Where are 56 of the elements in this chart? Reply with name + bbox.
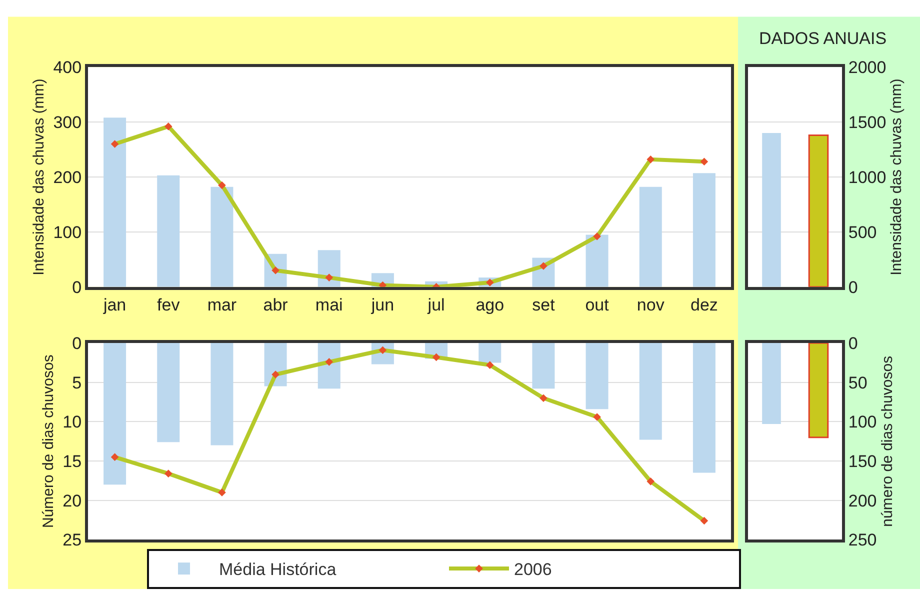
y-tick-label: 150 (848, 452, 877, 471)
chart-title: DADOS ANUAIS (759, 29, 887, 48)
x-tick-label: abr (263, 295, 288, 314)
bar (532, 343, 555, 389)
y-tick-label: 500 (848, 222, 877, 242)
y-tick-label: 250 (848, 530, 877, 550)
y-tick-label: 100 (848, 412, 877, 432)
bar (104, 118, 126, 287)
x-tick-label: jul (426, 295, 445, 314)
y-tick-label: 10 (62, 412, 82, 432)
x-tick-label: mai (315, 295, 343, 314)
bar (692, 173, 716, 287)
bar (586, 234, 608, 287)
y-tick-label: 200 (53, 168, 82, 187)
y-tick-label: 1000 (848, 168, 886, 187)
legend-label: 2006 (514, 560, 552, 580)
y-tick-label: 2000 (848, 58, 886, 78)
bar (692, 343, 716, 473)
x-tick-label: jun (370, 295, 394, 314)
y-tick-label: 200 (848, 491, 877, 510)
y-axis-title: Número de dias chuvosos (40, 354, 57, 528)
bar (210, 343, 234, 446)
x-tick-label: dez (690, 295, 718, 314)
bar (104, 343, 126, 485)
y-axis-title: Intensidade das chuvas (mm) (888, 78, 906, 276)
bar (210, 186, 234, 287)
y-tick-label: 1500 (848, 112, 886, 132)
bar (639, 186, 662, 287)
y-tick-label: 50 (848, 373, 868, 392)
bar (157, 343, 180, 442)
y-tick-label: 0 (848, 278, 858, 297)
bar (639, 343, 662, 440)
y-axis-title: Intensidade das chuvas (mm) (30, 78, 48, 276)
y-axis-title: número de dias chuvosos (878, 356, 896, 527)
x-tick-label: nov (636, 295, 665, 314)
x-tick-label: fev (157, 295, 180, 314)
y-tick-label: 400 (53, 58, 82, 78)
bar (318, 343, 340, 389)
y-tick-label: 300 (53, 112, 82, 132)
y-tick-label: 0 (72, 278, 82, 297)
x-tick-label: ago (476, 295, 504, 314)
legend-label: Média Histórica (219, 560, 337, 580)
x-tick-label: jan (102, 295, 126, 314)
x-tick-label: out (585, 295, 610, 314)
y-tick-label: 5 (72, 373, 82, 392)
y-tick-label: 100 (53, 222, 82, 242)
bar (157, 175, 180, 287)
y-tick-label: 20 (62, 491, 82, 510)
y-tick-label: 15 (62, 452, 82, 471)
bar (478, 343, 502, 363)
x-tick-label: set (532, 295, 556, 314)
y-tick-label: 0 (848, 334, 858, 354)
y-tick-label: 0 (72, 334, 82, 354)
y-tick-label: 25 (62, 530, 82, 550)
x-tick-label: mar (207, 295, 237, 314)
bar (586, 343, 608, 410)
